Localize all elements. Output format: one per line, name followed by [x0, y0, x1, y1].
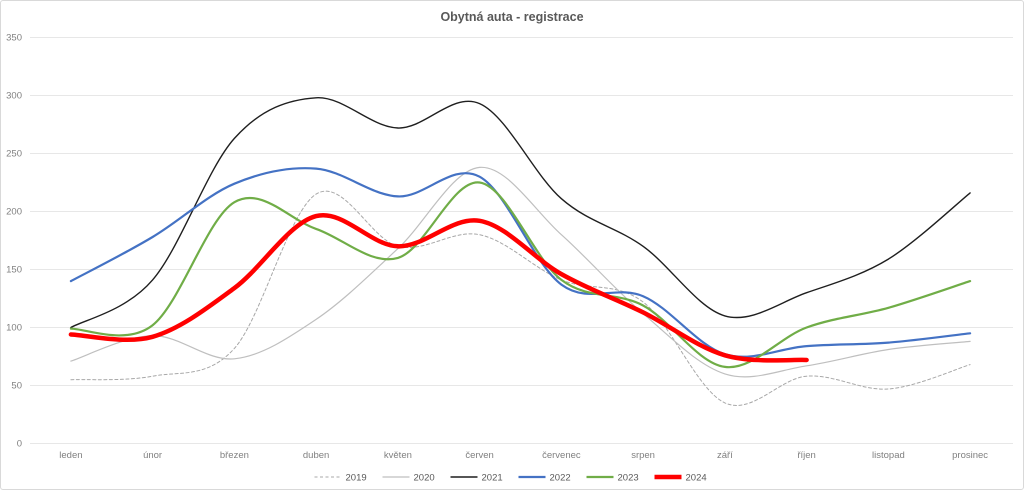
legend-label: 2020	[414, 473, 435, 484]
series-line-2023[interactable]	[69, 181, 972, 369]
gridlines	[30, 37, 1013, 444]
x-axis-month-label: únor	[143, 450, 162, 461]
y-axis-tick-label: 350	[6, 33, 22, 44]
y-axis-tick-label: 0	[17, 439, 22, 450]
legend-label: 2024	[686, 473, 707, 484]
x-axis-month-label: březen	[220, 450, 249, 461]
series-line-2022[interactable]	[69, 167, 972, 358]
legend-label: 2019	[346, 473, 367, 484]
x-axis-month-label: říjen	[797, 450, 815, 461]
x-axis-month-label: srpen	[631, 450, 655, 461]
x-axis-month-label: červenec	[542, 450, 581, 461]
x-axis-month-label: září	[717, 450, 733, 461]
x-axis-month-label: duben	[303, 450, 329, 461]
x-axis-month-label: listopad	[872, 450, 905, 461]
y-axis-tick-label: 300	[6, 91, 22, 102]
series-line-2019[interactable]	[70, 190, 971, 406]
y-axis-tick-label: 150	[6, 265, 22, 276]
legend-label: 2022	[550, 473, 571, 484]
x-axis-month-label: prosinec	[952, 450, 988, 461]
legend-item-2021[interactable]: 2021	[450, 473, 503, 484]
x-axis-labels: leden únor březen duben květen červen červenec…	[59, 450, 988, 461]
legend-item-2024[interactable]: 2024	[654, 473, 707, 484]
legend-item-2023[interactable]: 2023	[586, 473, 639, 484]
series-line-2021[interactable]	[70, 97, 971, 329]
legend-item-2022[interactable]: 2022	[518, 473, 571, 484]
legend-item-2020[interactable]: 2020	[382, 473, 435, 484]
chart-title: Obytná auta - registrace	[440, 10, 583, 24]
y-axis-labels: 0 50 100 150 200 250 300 350	[6, 33, 22, 450]
legend-label: 2021	[482, 473, 503, 484]
y-axis-tick-label: 50	[11, 381, 22, 392]
y-axis-tick-label: 200	[6, 207, 22, 218]
legend: 2019 2020 2021 2022 2023 2024	[314, 473, 707, 484]
x-axis-month-label: květen	[384, 450, 412, 461]
x-axis-month-label: leden	[59, 450, 82, 461]
series-line-2020[interactable]	[70, 166, 971, 378]
legend-item-2019[interactable]: 2019	[314, 473, 367, 484]
series-line-2024[interactable]	[68, 212, 809, 363]
series-lines	[68, 97, 972, 406]
y-axis-tick-label: 250	[6, 149, 22, 160]
y-axis-tick-label: 100	[6, 323, 22, 334]
legend-label: 2023	[618, 473, 639, 484]
x-axis-month-label: červen	[465, 450, 494, 461]
